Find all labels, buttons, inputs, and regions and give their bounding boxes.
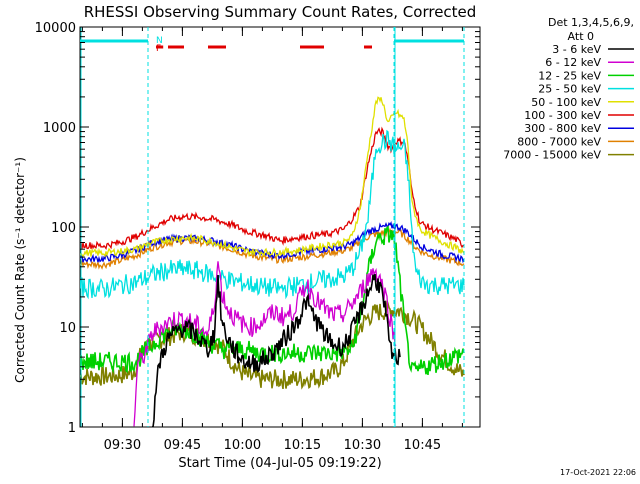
legend-entry-label: 800 - 7000 keV — [517, 135, 601, 148]
legend-entry-label: 7000 - 15000 keV — [503, 149, 601, 162]
legend-header-attenuator: Att 0 — [568, 30, 594, 43]
x-tick-label: 10:30 — [344, 438, 381, 453]
series-line — [80, 96, 465, 258]
chart-title: RHESSI Observing Summary Count Rates, Co… — [84, 3, 477, 21]
y-axis-label: Corrected Count Rate (s⁻¹ detector⁻¹) — [13, 157, 27, 383]
y-tick-label: 1 — [68, 421, 76, 436]
legend-entry-label: 50 - 100 keV — [531, 96, 601, 109]
annotation-layer: NF — [80, 27, 465, 427]
y-tick-label: 10000 — [35, 21, 76, 36]
series-line — [80, 129, 465, 300]
x-tick-label: 10:45 — [404, 438, 441, 453]
x-tick-label: 09:45 — [164, 438, 201, 453]
legend-entry-label: 300 - 800 keV — [524, 122, 601, 135]
legend-entry-label: 3 - 6 keV — [552, 43, 601, 56]
x-tick-label: 10:15 — [284, 438, 321, 453]
series-line — [133, 261, 397, 427]
night-label: N — [156, 36, 163, 46]
legend-header-detectors: Det 1,3,4,5,6,9, — [548, 16, 634, 29]
legend-entry-label: 6 - 12 keV — [545, 56, 601, 69]
series-line — [80, 126, 465, 250]
y-tick-label: 10 — [59, 321, 76, 336]
x-axis-label: Start Time (04-Jul-05 09:19:22) — [178, 456, 381, 471]
legend-entry-label: 100 - 300 keV — [524, 109, 601, 122]
series-line — [151, 273, 401, 427]
x-tick-label: 09:30 — [104, 438, 141, 453]
series-line — [80, 225, 465, 376]
y-tick-label: 100 — [51, 221, 76, 236]
legend-entry-label: 25 - 50 keV — [538, 83, 601, 96]
x-tick-label: 10:00 — [224, 438, 261, 453]
flare-label: F — [156, 44, 161, 54]
axes-layer: 1 10 100 1000 10000 09:30 09:45 10:00 10:15 10:30… — [35, 21, 480, 453]
series-layer — [80, 96, 465, 427]
y-tick-label: 1000 — [43, 121, 76, 136]
legend-entry-label: 12 - 25 keV — [538, 69, 601, 82]
footer-timestamp: 17-Oct-2021 22:06 — [560, 468, 636, 477]
